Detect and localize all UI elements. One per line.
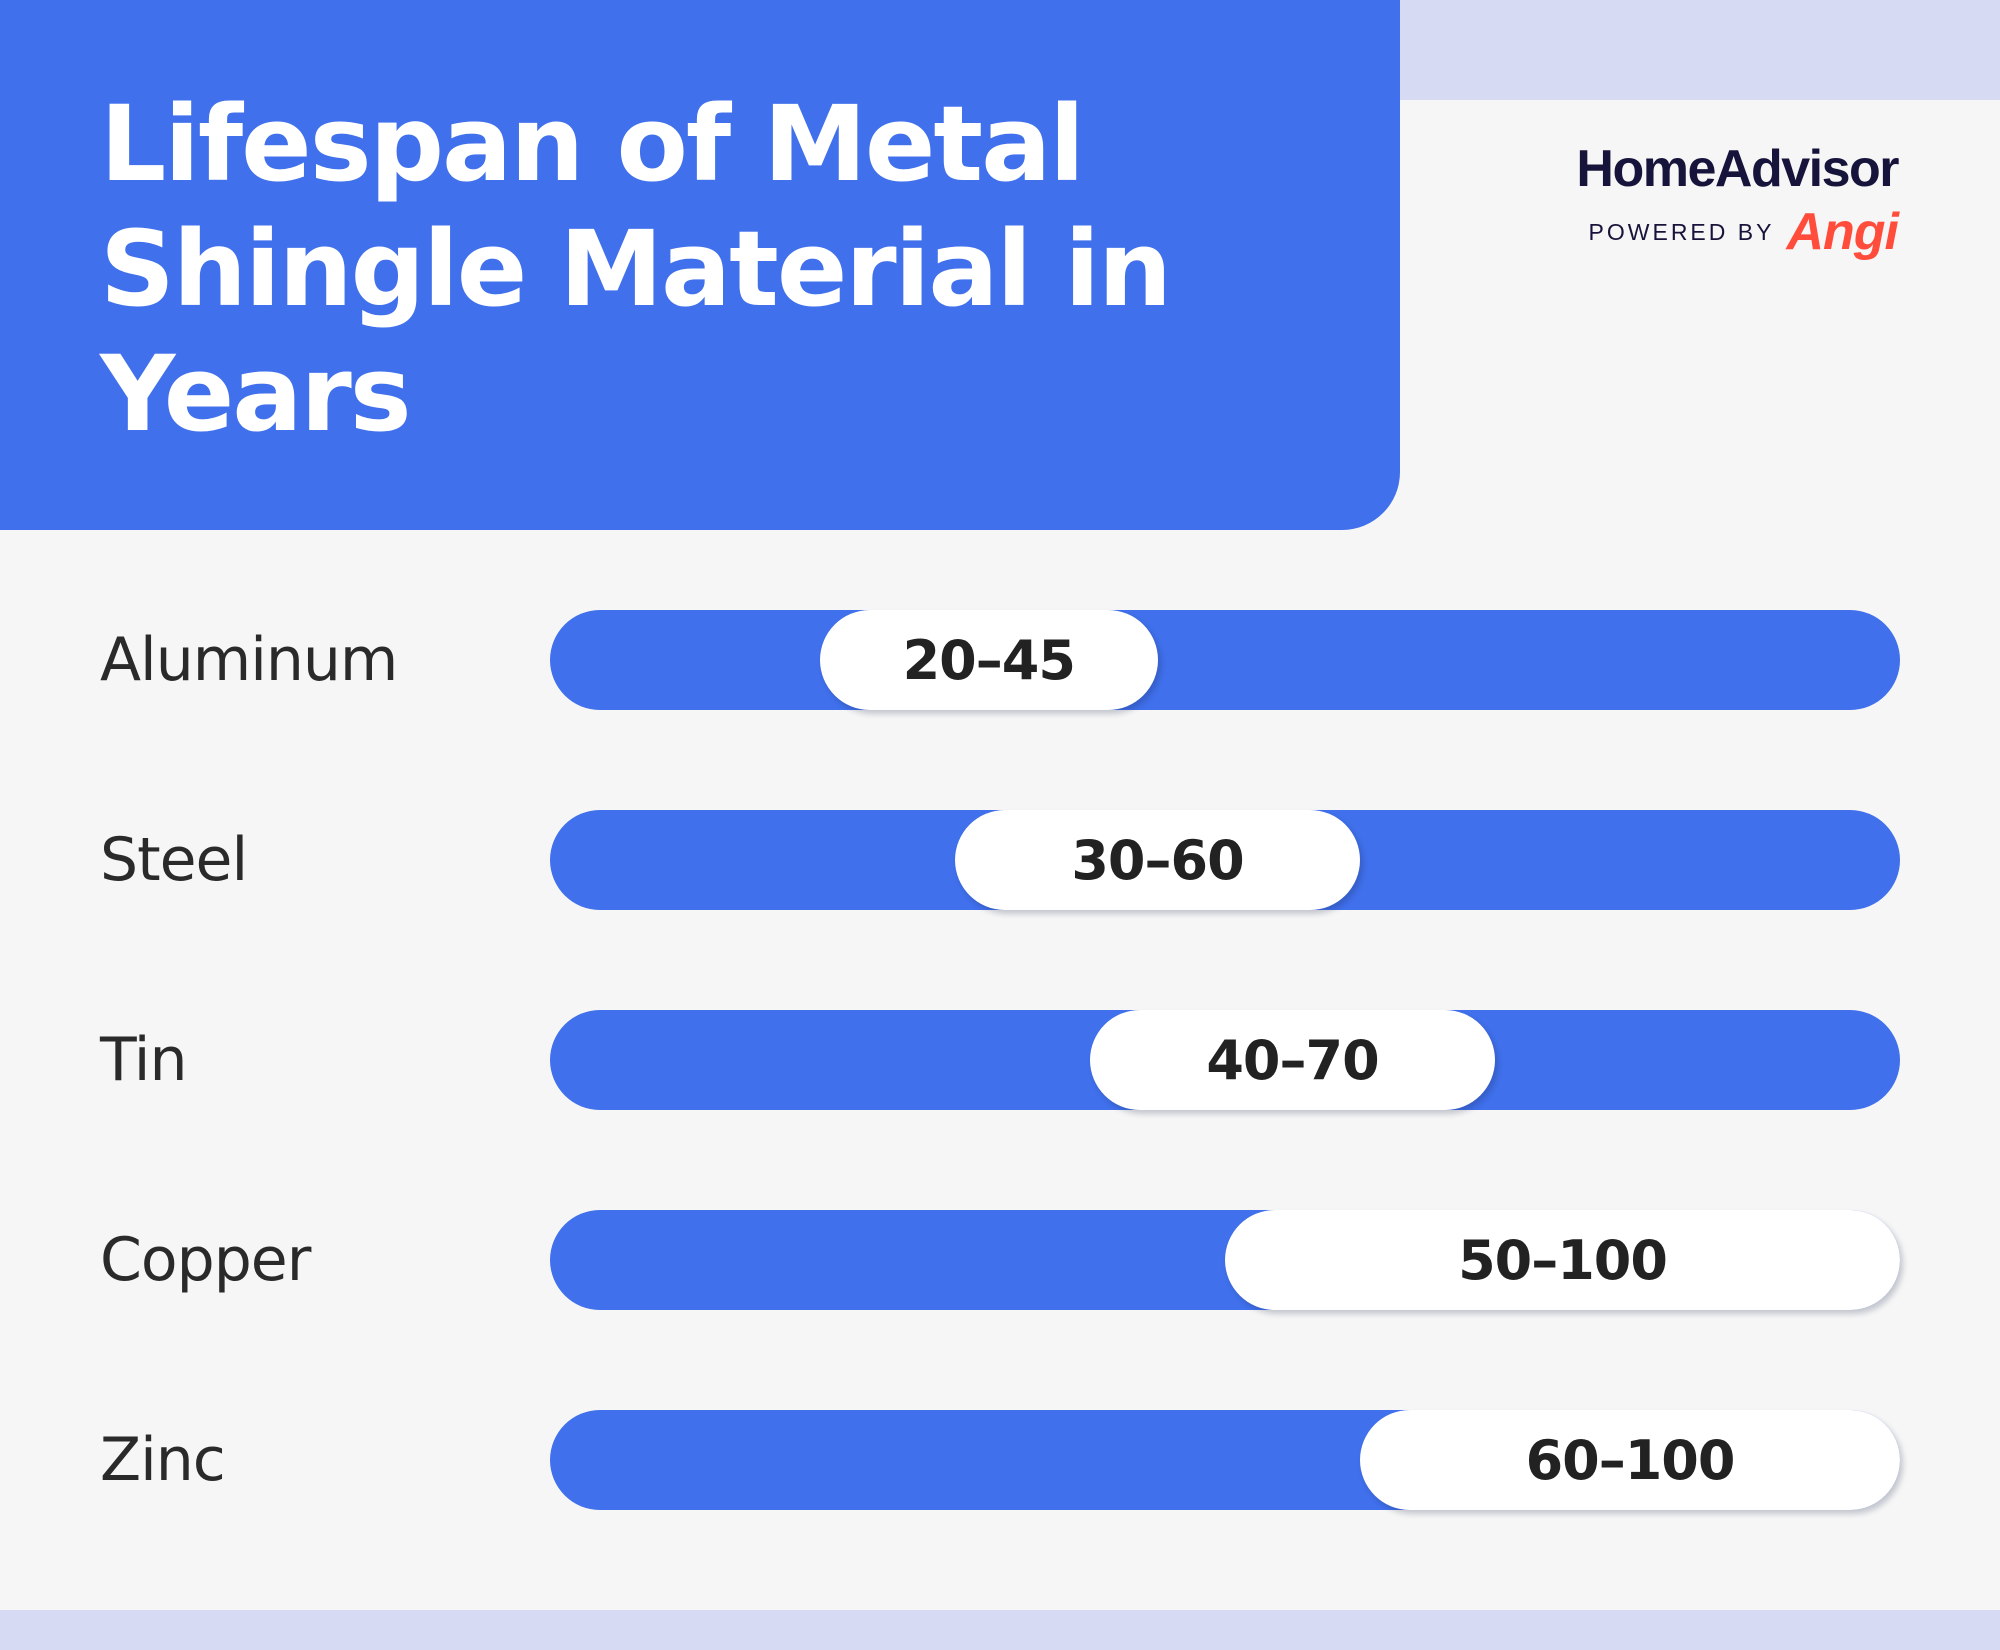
chart-row-copper: Copper 50–100 (0, 1210, 2000, 1310)
chart-row-zinc: Zinc 60–100 (0, 1410, 2000, 1510)
chart-row-steel: Steel 30–60 (0, 810, 2000, 910)
category-label: Tin (100, 1025, 188, 1095)
range-bar: 50–100 (1225, 1210, 1900, 1310)
range-value-label: 20–45 (902, 628, 1076, 692)
logo-wordmark: HomeAdvisor (1576, 140, 1899, 198)
category-label: Aluminum (100, 625, 398, 695)
homeadvisor-logo: HomeAdvisor POWERED BY Angi (1478, 140, 1899, 261)
range-value-label: 50–100 (1458, 1228, 1668, 1292)
chart-row-tin: Tin 40–70 (0, 1010, 2000, 1110)
range-track: 40–70 (550, 1010, 1900, 1110)
title-panel: Lifespan of Metal Shingle Material in Ye… (0, 0, 1400, 530)
angi-brand: Angi (1786, 203, 1899, 261)
range-value-label: 30–60 (1071, 828, 1244, 892)
range-track: 30–60 (550, 810, 1900, 910)
category-label: Copper (100, 1225, 311, 1295)
range-track: 50–100 (550, 1210, 1900, 1310)
range-track: 60–100 (550, 1410, 1900, 1510)
logo-tagline: POWERED BY Angi (1478, 203, 1899, 261)
powered-by-text: POWERED BY (1588, 219, 1775, 245)
bottom-accent-band (0, 1610, 2000, 1650)
range-bar: 20–45 (820, 610, 1158, 710)
category-label: Zinc (100, 1425, 226, 1495)
category-label: Steel (100, 825, 248, 895)
range-bar: 30–60 (955, 810, 1360, 910)
range-value-label: 40–70 (1206, 1028, 1379, 1092)
range-value-label: 60–100 (1525, 1428, 1736, 1492)
top-accent-band (1300, 0, 2000, 100)
range-bar: 40–70 (1090, 1010, 1495, 1110)
chart-row-aluminum: Aluminum 20–45 (0, 610, 2000, 710)
range-bar: 60–100 (1360, 1410, 1900, 1510)
chart-title: Lifespan of Metal Shingle Material in Ye… (100, 83, 1172, 455)
range-track: 20–45 (550, 610, 1900, 710)
